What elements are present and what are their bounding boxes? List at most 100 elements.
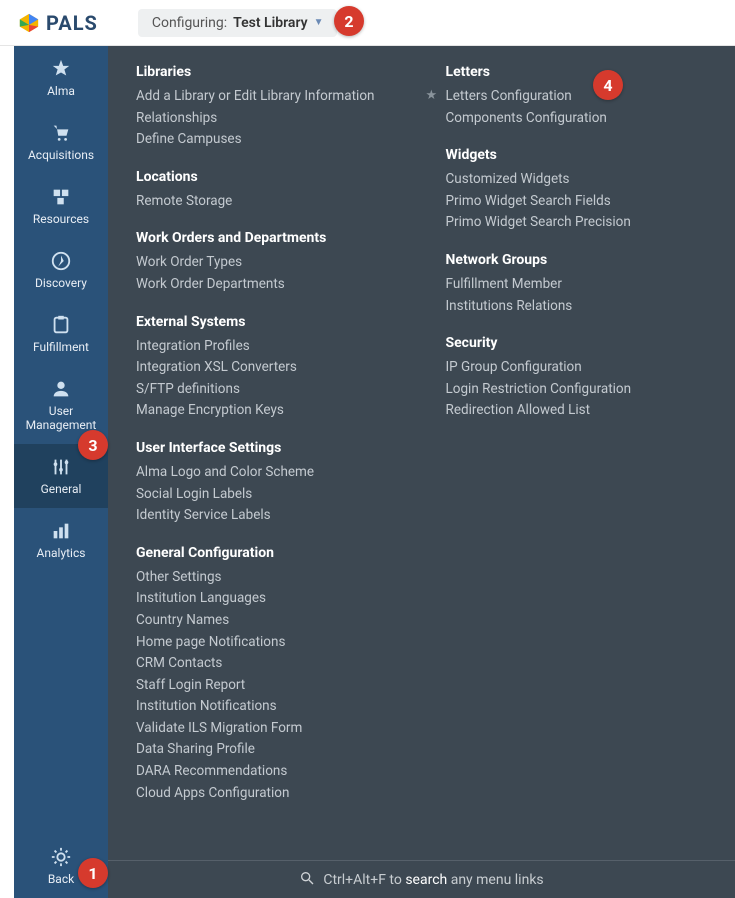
boxes-icon bbox=[50, 186, 72, 208]
menu-link[interactable]: IP Group Configuration bbox=[446, 357, 716, 379]
menu-link[interactable]: Staff Login Report bbox=[136, 675, 406, 697]
compass-icon bbox=[50, 250, 72, 272]
sidebar-item-resources[interactable]: Resources bbox=[14, 174, 108, 238]
section-work-orders: Work Orders and Departments Work Order T… bbox=[136, 230, 406, 295]
configuring-selector[interactable]: Configuring: Test Library ▼ bbox=[138, 9, 338, 37]
sidebar-item-alma[interactable]: Alma bbox=[14, 46, 108, 110]
menu-link[interactable]: Manage Encryption Keys bbox=[136, 400, 406, 422]
menu-link[interactable]: Validate ILS Migration Form bbox=[136, 718, 406, 740]
menu-link-label: Primo Widget Search Precision bbox=[446, 212, 631, 234]
chevron-down-icon: ▼ bbox=[314, 17, 324, 28]
annotation-marker-2: 2 bbox=[334, 6, 364, 36]
menu-link-label: Components Configuration bbox=[446, 108, 607, 130]
menu-link[interactable]: Work Order Types bbox=[136, 252, 406, 274]
menu-link-label: Manage Encryption Keys bbox=[136, 400, 284, 422]
sidebar-item-analytics[interactable]: Analytics bbox=[14, 508, 108, 572]
menu-link-label: Integration Profiles bbox=[136, 336, 250, 358]
menu-link[interactable]: Cloud Apps Configuration bbox=[136, 783, 406, 805]
menu-link[interactable]: Integration Profiles bbox=[136, 336, 406, 358]
menu-link-label: Home page Notifications bbox=[136, 632, 285, 654]
section-security: Security IP Group ConfigurationLogin Res… bbox=[446, 335, 716, 422]
menu-link-label: Primo Widget Search Fields bbox=[446, 191, 611, 213]
sidebar-item-discovery[interactable]: Discovery bbox=[14, 238, 108, 302]
menu-link[interactable]: Other Settings bbox=[136, 567, 406, 589]
logo-text: PALS bbox=[46, 11, 98, 35]
menu-column-2: Letters ★Letters ConfigurationComponents… bbox=[446, 64, 716, 850]
section-letters: Letters ★Letters ConfigurationComponents… bbox=[446, 64, 716, 129]
section-title-libraries: Libraries bbox=[136, 64, 406, 80]
menu-link-label: Redirection Allowed List bbox=[446, 400, 591, 422]
menu-link[interactable]: Components Configuration bbox=[446, 108, 716, 130]
sidebar-item-fulfillment[interactable]: Fulfillment bbox=[14, 302, 108, 366]
menu-link-label: Country Names bbox=[136, 610, 229, 632]
menu-link[interactable]: ★Letters Configuration bbox=[446, 86, 716, 108]
section-title-ui-settings: User Interface Settings bbox=[136, 440, 406, 456]
menu-link-label: Customized Widgets bbox=[446, 169, 570, 191]
menu-link[interactable]: Relationships bbox=[136, 108, 406, 130]
menu-link-label: Data Sharing Profile bbox=[136, 739, 255, 761]
menu-link-label: Define Campuses bbox=[136, 129, 242, 151]
section-widgets: Widgets Customized WidgetsPrimo Widget S… bbox=[446, 147, 716, 234]
menu-link[interactable]: Social Login Labels bbox=[136, 484, 406, 506]
menu-link-label: Validate ILS Migration Form bbox=[136, 718, 302, 740]
menu-link-label: Login Restriction Configuration bbox=[446, 379, 632, 401]
menu-link-label: Work Order Departments bbox=[136, 274, 285, 296]
section-ui-settings: User Interface Settings Alma Logo and Co… bbox=[136, 440, 406, 527]
section-network-groups: Network Groups Fulfillment MemberInstitu… bbox=[446, 252, 716, 317]
section-title-widgets: Widgets bbox=[446, 147, 716, 163]
menu-link[interactable]: Integration XSL Converters bbox=[136, 357, 406, 379]
menu-link[interactable]: Add a Library or Edit Library Informatio… bbox=[136, 86, 406, 108]
menu-link-label: Other Settings bbox=[136, 567, 222, 589]
menu-search-bar[interactable]: Ctrl+Alt+F to search any menu links bbox=[108, 860, 735, 898]
menu-link-label: Integration XSL Converters bbox=[136, 357, 297, 379]
menu-link[interactable]: Primo Widget Search Precision bbox=[446, 212, 716, 234]
menu-link[interactable]: Alma Logo and Color Scheme bbox=[136, 462, 406, 484]
star-icon bbox=[50, 58, 72, 80]
menu-link-label: Staff Login Report bbox=[136, 675, 245, 697]
menu-link[interactable]: Home page Notifications bbox=[136, 632, 406, 654]
menu-link[interactable]: Institutions Relations bbox=[446, 296, 716, 318]
menu-link[interactable]: Primo Widget Search Fields bbox=[446, 191, 716, 213]
menu-link[interactable]: Institution Languages bbox=[136, 588, 406, 610]
clipboard-icon bbox=[50, 314, 72, 336]
sidebar-item-acquisitions[interactable]: Acquisitions bbox=[14, 110, 108, 174]
menu-link[interactable]: Identity Service Labels bbox=[136, 505, 406, 527]
menu-link[interactable]: Remote Storage bbox=[136, 191, 406, 213]
section-title-general-configuration: General Configuration bbox=[136, 545, 406, 561]
menu-link[interactable]: Login Restriction Configuration bbox=[446, 379, 716, 401]
section-title-external-systems: External Systems bbox=[136, 314, 406, 330]
gear-icon bbox=[50, 846, 72, 868]
configuring-label: Configuring: bbox=[152, 15, 227, 31]
menu-link[interactable]: Fulfillment Member bbox=[446, 274, 716, 296]
menu-link-label: DARA Recommendations bbox=[136, 761, 287, 783]
menu-link-label: S/FTP definitions bbox=[136, 379, 240, 401]
menu-link[interactable]: Country Names bbox=[136, 610, 406, 632]
menu-link[interactable]: Work Order Departments bbox=[136, 274, 406, 296]
menu-link[interactable]: CRM Contacts bbox=[136, 653, 406, 675]
menu-link[interactable]: DARA Recommendations bbox=[136, 761, 406, 783]
menu-link[interactable]: S/FTP definitions bbox=[136, 379, 406, 401]
logo: PALS bbox=[18, 11, 98, 35]
menu-link[interactable]: Define Campuses bbox=[136, 129, 406, 151]
section-general-configuration: General Configuration Other SettingsInst… bbox=[136, 545, 406, 805]
menu-link-label: Work Order Types bbox=[136, 252, 242, 274]
menu-link[interactable]: Data Sharing Profile bbox=[136, 739, 406, 761]
menu-link-label: Institution Languages bbox=[136, 588, 266, 610]
menu-link[interactable]: Institution Notifications bbox=[136, 696, 406, 718]
menu-link-label: Institutions Relations bbox=[446, 296, 573, 318]
section-libraries: Libraries Add a Library or Edit Library … bbox=[136, 64, 406, 151]
search-icon bbox=[299, 870, 315, 890]
menu-link-label: Remote Storage bbox=[136, 191, 232, 213]
left-gutter bbox=[0, 46, 14, 898]
sliders-icon bbox=[50, 456, 72, 478]
menu-link[interactable]: Redirection Allowed List bbox=[446, 400, 716, 422]
menu-link-label: Cloud Apps Configuration bbox=[136, 783, 289, 805]
user-icon bbox=[50, 378, 72, 400]
top-bar: PALS Configuring: Test Library ▼ bbox=[0, 0, 735, 46]
annotation-marker-1: 1 bbox=[78, 858, 108, 888]
sidebar: Alma Acquisitions Resources Discovery Fu… bbox=[14, 46, 108, 898]
section-locations: Locations Remote Storage bbox=[136, 169, 406, 213]
favorite-star-icon[interactable]: ★ bbox=[426, 86, 440, 107]
menu-link-label: Social Login Labels bbox=[136, 484, 252, 506]
menu-link[interactable]: Customized Widgets bbox=[446, 169, 716, 191]
